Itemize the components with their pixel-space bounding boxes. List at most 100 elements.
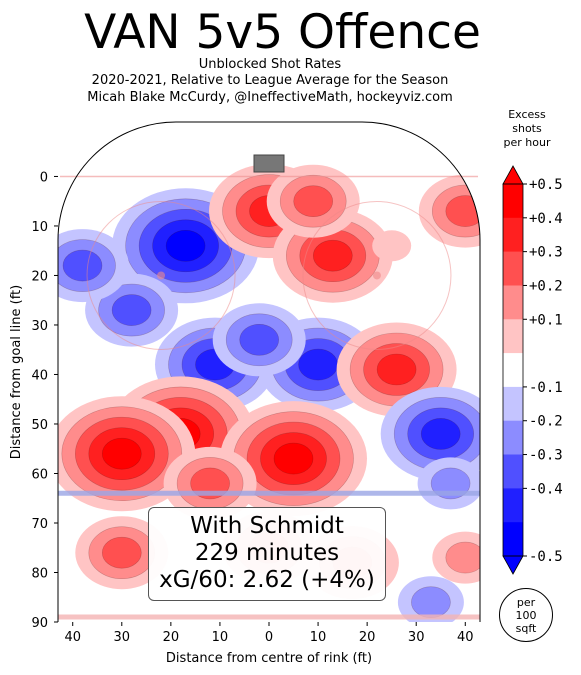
heatmap-contour [293, 185, 334, 217]
x-axis-label: Distance from centre of rink (ft) [166, 651, 372, 666]
colorbar-tick-label: -0.4 [529, 481, 563, 497]
chart-subtitle-1: Unblocked Shot Rates [198, 57, 342, 72]
x-tick-label: 10 [212, 630, 229, 645]
heatmap-hotspot [212, 303, 306, 377]
heatmap-contour [298, 348, 338, 381]
colorbar-segment [503, 488, 523, 523]
y-tick-label: 60 [31, 467, 48, 482]
chart-subtitle-3: Micah Blake McCurdy, @IneffectiveMath, h… [87, 90, 453, 105]
colorbar-segment [503, 386, 523, 422]
colorbar-tick-label: -0.2 [529, 414, 563, 430]
x-tick-label: 40 [64, 630, 81, 645]
unit-note-line: 100 [515, 609, 537, 622]
unit-note: per 100 sqft [499, 588, 553, 642]
colorbar-title-line: shots [512, 122, 542, 135]
heatmap-hotspot [417, 457, 480, 510]
colorbar-title-line: Excess [508, 108, 546, 121]
x-axis: 40 30 20 10 0 10 20 30 40 [64, 622, 474, 645]
colorbar-tick-label: +0.3 [529, 245, 563, 261]
x-tick-label: 20 [163, 630, 180, 645]
heatmap-contour [239, 323, 280, 356]
heatmap-hotspot [163, 446, 257, 520]
colorbar-title-line: per hour [503, 136, 551, 149]
y-tick-label: 10 [31, 220, 48, 235]
faceoff-dot [372, 271, 381, 280]
colorbar-segment [503, 420, 523, 455]
heatmap-hotspot [58, 396, 196, 512]
colorbar-max-arrow [502, 165, 524, 185]
faceoff-circle [86, 200, 236, 350]
y-tick-label: 0 [40, 170, 48, 185]
y-tick-label: 20 [31, 269, 48, 284]
heatmap-contour [165, 230, 206, 262]
colorbar-tick-label: -0.1 [529, 380, 563, 396]
heatmap-hotspot [220, 401, 367, 517]
heatmap-hotspot [432, 531, 480, 584]
goal-net [253, 154, 285, 173]
heatmap-contour [372, 230, 412, 262]
heatmap-hotspot [418, 174, 480, 248]
colorbar-segment [503, 184, 523, 219]
y-tick-label: 80 [31, 566, 48, 581]
heatmap-contour [273, 442, 314, 475]
rink-markings [58, 175, 480, 620]
info-box: With Schmidt 229 minutes xG/60: 2.62 (+4… [148, 507, 386, 601]
colorbar-min-arrow [502, 555, 524, 575]
chart-subtitle-2: 2020-2021, Relative to League Average fo… [91, 73, 449, 88]
heatmap-contour [420, 418, 461, 450]
colorbar-tick-label: +0.2 [529, 278, 563, 294]
colorbar-title: Excess shots per hour [495, 108, 559, 150]
heatmap-hotspot [380, 386, 480, 481]
colorbar-tick-label: -0.5 [529, 549, 563, 565]
colorbar-segment [503, 319, 523, 354]
heatmap-hotspot [75, 516, 169, 590]
chart-title: VAN 5v5 Offence [84, 5, 481, 60]
unit-note-line: sqft [515, 622, 537, 635]
heatmap-hotspot [372, 230, 412, 262]
heatmap-contour [445, 541, 480, 574]
y-axis: 0 10 20 30 40 50 60 70 80 90 [31, 170, 58, 631]
colorbar-segment [503, 522, 523, 557]
unit-note-line: per [516, 596, 536, 609]
x-tick-label: 40 [457, 630, 474, 645]
heatmap-contour [312, 239, 353, 272]
colorbar-segment [503, 251, 523, 286]
x-tick-label: 30 [114, 630, 131, 645]
heatmap-hotspot [58, 229, 129, 303]
x-tick-label: 20 [359, 630, 376, 645]
colorbar-frame [502, 183, 524, 557]
colorbar-segment [503, 285, 523, 320]
heatmap-contour [411, 586, 451, 619]
heatmap-contour [111, 294, 152, 326]
info-line-1: With Schmidt [190, 513, 344, 539]
y-tick-label: 50 [31, 418, 48, 433]
faceoff-circle [302, 200, 452, 350]
y-tick-label: 90 [31, 616, 48, 631]
heatmap-contour [102, 437, 142, 470]
colorbar-segment [503, 454, 523, 489]
x-tick-label: 0 [265, 630, 273, 645]
colorbar-tick-label: +0.5 [529, 177, 563, 193]
faceoff-dot [157, 271, 166, 280]
heatmap-hotspot [266, 164, 360, 238]
info-line-2: 229 minutes [194, 540, 340, 566]
colorbar-segment [503, 353, 523, 388]
colorbar-tick-label: -0.3 [529, 448, 563, 464]
heatmap-hotspot [397, 576, 464, 622]
rink-boards [57, 121, 481, 622]
colorbar-tick-label: +0.4 [529, 211, 563, 227]
x-tick-label: 30 [408, 630, 425, 645]
heatmap-contour [62, 249, 103, 282]
heatmap-contour [376, 353, 417, 386]
colorbar-segment [503, 217, 523, 253]
colorbar: +0.5 +0.4 +0.3 +0.2 +0.1 -0.1 -0.2 -0.3 -0.4 -0.5 [502, 165, 563, 575]
info-line-3: xG/60: 2.62 (+4%) [159, 567, 375, 593]
colorbar-tick-label: +0.1 [529, 312, 563, 328]
x-tick-label: 10 [310, 630, 327, 645]
y-tick-label: 30 [31, 319, 48, 334]
y-axis-label: Distance from goal line (ft) [9, 285, 24, 459]
y-tick-label: 70 [31, 517, 48, 532]
heatmap-contour [102, 536, 142, 569]
y-tick-label: 40 [31, 368, 48, 383]
